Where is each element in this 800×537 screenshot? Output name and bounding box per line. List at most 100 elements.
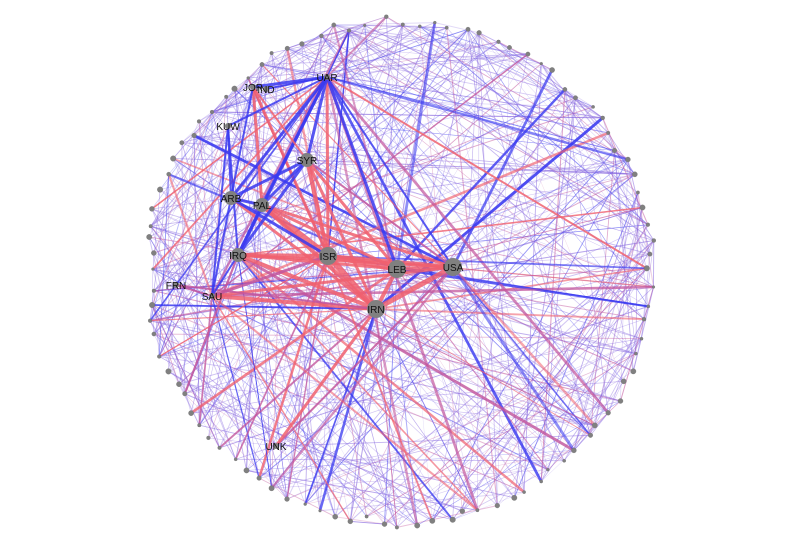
node-marker xyxy=(444,258,462,276)
minor-edge xyxy=(149,320,237,460)
minor-edge xyxy=(211,111,654,288)
minor-edge xyxy=(219,24,404,448)
peripheral-node xyxy=(231,85,238,92)
minor-edge xyxy=(321,35,649,226)
minor-edge xyxy=(364,25,596,426)
edge-isr-pal xyxy=(259,202,331,259)
peripheral-node xyxy=(146,234,153,240)
peripheral-node xyxy=(188,410,194,416)
minor-edge xyxy=(620,159,629,402)
hub-edge xyxy=(396,268,549,471)
node-label: LEB xyxy=(388,265,407,276)
minor-edge xyxy=(208,437,277,447)
peripheral-node xyxy=(148,318,153,323)
peripheral-node xyxy=(522,490,526,494)
minor-edge xyxy=(159,207,643,357)
minor-edge xyxy=(168,135,195,372)
node-irn: IRN xyxy=(367,300,385,318)
peripheral-node xyxy=(151,331,157,337)
node-marker xyxy=(324,74,330,80)
minor-edge xyxy=(446,27,651,255)
peripheral-node xyxy=(243,467,250,474)
minor-node-layer xyxy=(146,14,656,530)
node-usa: USA xyxy=(443,258,464,276)
peripheral-node xyxy=(573,95,578,101)
edge-pal-syr xyxy=(260,158,309,207)
minor-edge xyxy=(252,86,272,489)
hub-edge xyxy=(211,295,260,479)
minor-edge xyxy=(194,135,643,208)
peripheral-node xyxy=(651,238,656,243)
edge-leb-irq xyxy=(236,253,399,271)
peripheral-node xyxy=(157,354,162,359)
peripheral-node xyxy=(539,479,543,484)
minor-edge xyxy=(181,142,288,500)
minor-edge xyxy=(607,306,649,413)
minor-edge xyxy=(150,225,239,256)
peripheral-node xyxy=(612,148,617,153)
minor-edge xyxy=(396,505,498,528)
minor-edge xyxy=(320,35,609,414)
peripheral-node xyxy=(620,378,627,385)
minor-edge xyxy=(271,268,647,489)
minor-edge xyxy=(385,16,398,270)
minor-edge xyxy=(271,52,398,528)
minor-edge xyxy=(230,77,249,199)
hub-edge xyxy=(261,64,454,268)
node-uar: UAR xyxy=(316,73,337,84)
minor-edge xyxy=(153,290,160,357)
minor-edge xyxy=(333,22,435,26)
peripheral-node xyxy=(381,521,388,527)
minor-edge xyxy=(452,266,542,482)
edge-arb-syr xyxy=(229,158,309,200)
minor-edge xyxy=(148,236,186,394)
minor-edge xyxy=(627,159,651,255)
minor-edge xyxy=(207,254,239,438)
peripheral-node xyxy=(625,156,631,163)
minor-edge xyxy=(158,86,254,357)
minor-edge xyxy=(193,24,335,136)
peripheral-node xyxy=(179,140,185,146)
node-sau: SAU xyxy=(202,292,223,303)
hub-edge xyxy=(326,75,629,161)
edge-sau-frn xyxy=(175,284,213,297)
edge-syr-jor xyxy=(252,86,308,161)
node-label: KUW xyxy=(216,122,240,133)
edge-pal-jor xyxy=(251,85,264,207)
edge-usa-syr xyxy=(306,159,454,268)
minor-edge xyxy=(149,29,469,238)
minor-edge xyxy=(193,135,200,426)
node-marker xyxy=(263,86,269,92)
minor-edge xyxy=(211,295,247,471)
minor-edge xyxy=(498,41,643,208)
peripheral-node xyxy=(151,288,156,293)
hub-edge xyxy=(270,266,454,489)
minor-edge xyxy=(211,295,595,426)
minor-edge xyxy=(564,89,609,134)
hub-edge xyxy=(326,16,387,78)
peripheral-node xyxy=(170,155,177,162)
peripheral-node xyxy=(630,368,637,375)
minor-edge xyxy=(607,132,636,175)
peripheral-node xyxy=(284,45,290,51)
peripheral-node xyxy=(256,475,262,481)
peripheral-node xyxy=(303,502,307,506)
peripheral-node xyxy=(636,190,640,195)
peripheral-node xyxy=(475,508,480,513)
minor-edge xyxy=(575,97,636,175)
minor-edge xyxy=(151,197,232,210)
edge-usa-sau xyxy=(210,265,455,298)
peripheral-node xyxy=(206,435,211,440)
node-irq: IRQ xyxy=(229,248,247,262)
minor-edge xyxy=(333,24,576,99)
hub-edge xyxy=(150,308,377,322)
node-label: ISR xyxy=(320,252,337,263)
edge-pal-uar xyxy=(260,75,329,207)
minor-edge xyxy=(446,27,498,506)
hub-edge xyxy=(452,266,596,427)
minor-edge xyxy=(305,338,642,505)
peripheral-node xyxy=(549,67,555,73)
minor-edge xyxy=(178,383,398,528)
hub-edge xyxy=(332,24,399,270)
peripheral-node xyxy=(429,517,436,524)
